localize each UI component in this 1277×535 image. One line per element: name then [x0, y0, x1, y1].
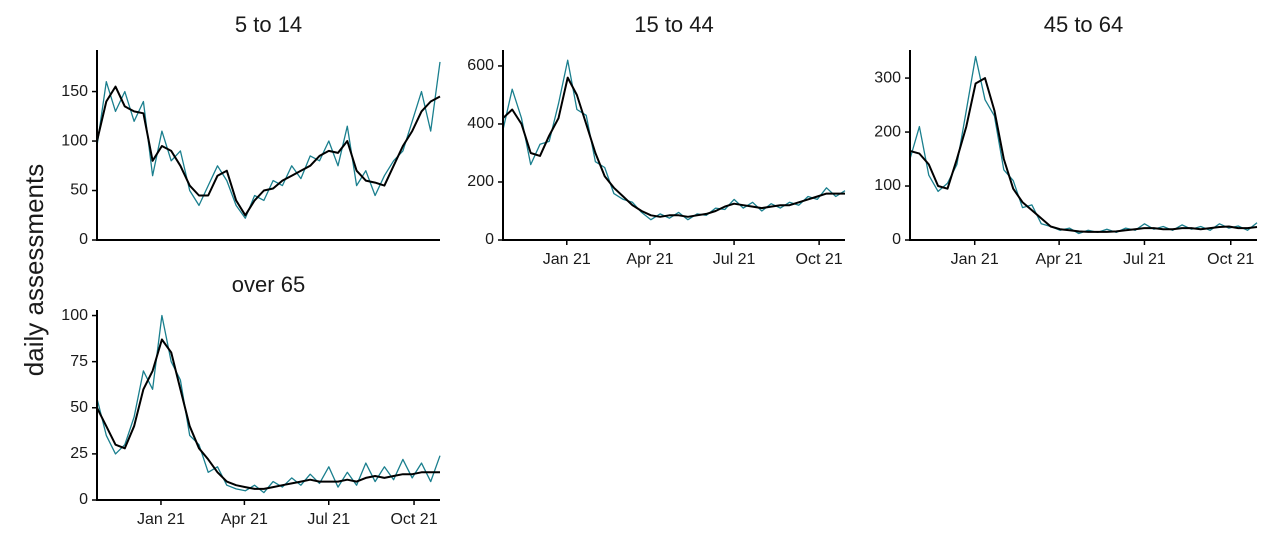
panel-title: over 65: [232, 272, 305, 297]
series-line: [96, 314, 441, 494]
series-line: [96, 338, 440, 490]
y-tick-label: 0: [79, 231, 88, 248]
x-tick-label: Jul 21: [713, 251, 756, 268]
y-tick-label: 100: [61, 132, 88, 149]
series-line: [909, 77, 1258, 233]
y-tick-label: 0: [79, 491, 88, 508]
y-tick-label: 150: [61, 83, 88, 100]
y-tick-label: 0: [892, 231, 901, 248]
y-tick-label: 300: [874, 69, 901, 86]
x-tick-label: Jul 21: [307, 511, 350, 528]
x-tick-label: Jan 21: [543, 251, 591, 268]
panel-title: 45 to 64: [1044, 12, 1124, 37]
y-tick-label: 50: [70, 399, 88, 416]
y-tick-label: 100: [874, 177, 901, 194]
x-tick-label: Jan 21: [951, 251, 999, 268]
y-tick-label: 50: [70, 182, 88, 199]
y-tick-label: 25: [70, 445, 88, 462]
series-line: [502, 76, 845, 218]
y-tick-label: 400: [467, 115, 494, 132]
series-line: [502, 59, 846, 221]
x-tick-label: Apr 21: [221, 511, 268, 528]
y-tick-label: 75: [70, 353, 88, 370]
panel-title: 15 to 44: [634, 12, 714, 37]
x-tick-label: Apr 21: [626, 251, 673, 268]
panel-title: 5 to 14: [235, 12, 302, 37]
x-tick-label: Oct 21: [1207, 251, 1254, 268]
x-tick-label: Jul 21: [1123, 251, 1166, 268]
x-tick-label: Oct 21: [796, 251, 843, 268]
y-tick-label: 600: [467, 57, 494, 74]
y-tick-label: 0: [485, 231, 494, 248]
y-axis-label: daily assessments: [19, 164, 49, 376]
x-tick-label: Apr 21: [1036, 251, 1083, 268]
y-tick-label: 100: [61, 307, 88, 324]
y-tick-label: 200: [874, 123, 901, 140]
x-tick-label: Oct 21: [390, 511, 437, 528]
y-tick-label: 200: [467, 173, 494, 190]
x-tick-label: Jan 21: [137, 511, 185, 528]
series-line: [96, 85, 441, 217]
series-line: [909, 55, 1258, 235]
